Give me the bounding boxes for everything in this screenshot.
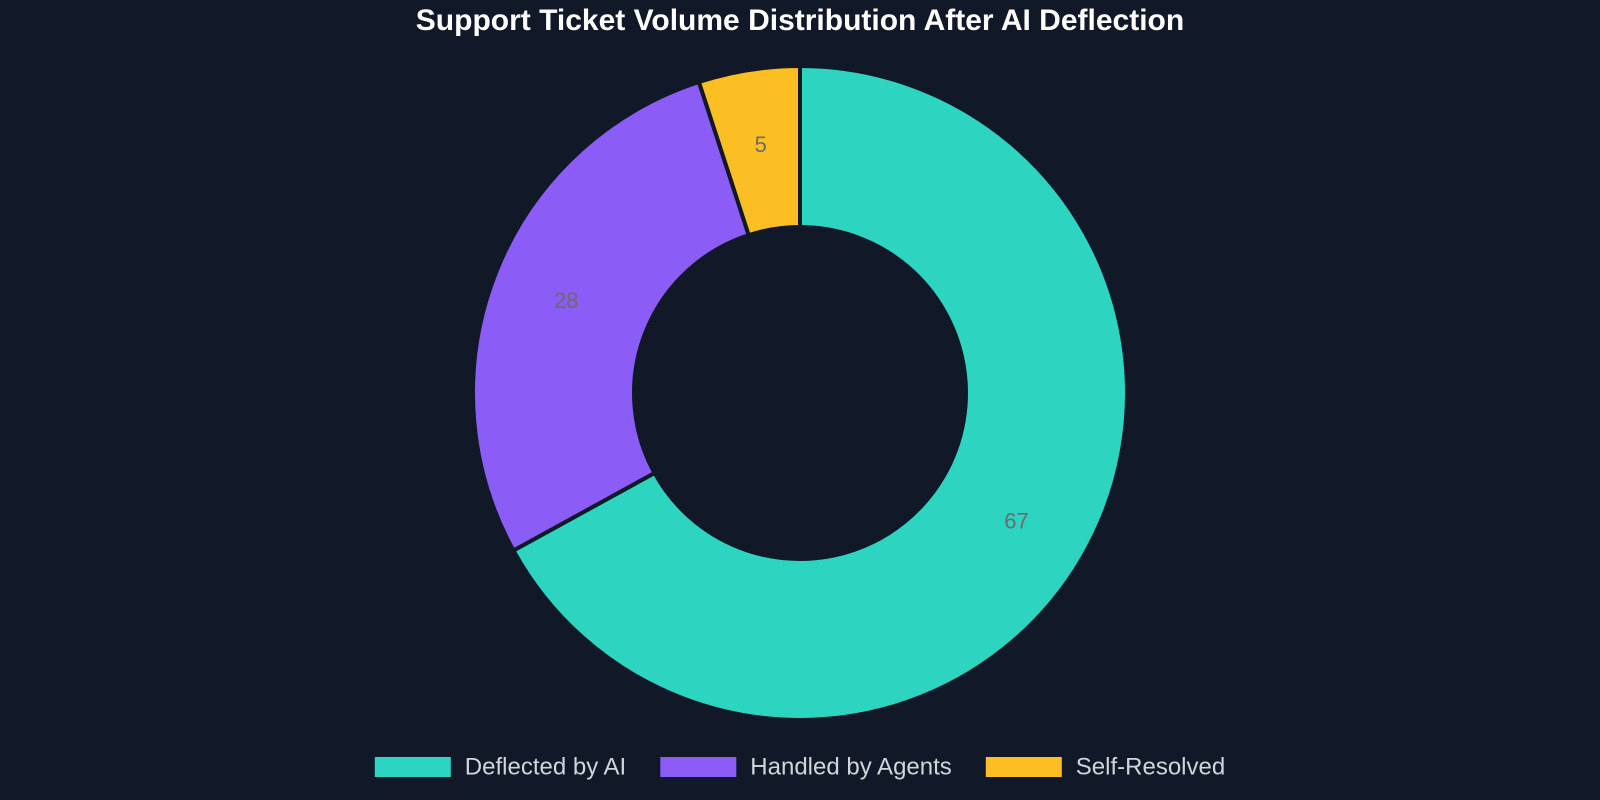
legend-label-handled-by-agents: Handled by Agents (750, 754, 951, 781)
slice-handled-by-agents (471, 79, 752, 554)
slice-deflected-by-ai (510, 63, 1129, 722)
data-label-deflected-by-ai: 67 (1004, 509, 1028, 534)
data-label-handled-by-agents: 28 (554, 288, 578, 313)
data-labels-group: 67 28 5 (554, 132, 1029, 533)
legend-item-self-resolved[interactable]: Self-Resolved (985, 754, 1225, 781)
legend-swatch-handled-by-agents (660, 757, 737, 777)
chart-title: Support Ticket Volume Distribution After… (416, 4, 1184, 37)
legend-swatch-deflected-by-ai (374, 757, 451, 777)
data-label-self-resolved: 5 (755, 132, 767, 157)
legend-item-deflected-by-ai[interactable]: Deflected by AI (374, 754, 626, 781)
legend: Deflected by AI Handled by Agents Self-Res… (374, 754, 1225, 781)
legend-item-handled-by-agents[interactable]: Handled by Agents (660, 754, 952, 781)
slice-self-resolved (696, 63, 802, 238)
legend-label-deflected-by-ai: Deflected by AI (465, 754, 626, 781)
legend-swatch-self-resolved (985, 757, 1062, 777)
legend-label-self-resolved: Self-Resolved (1076, 754, 1225, 781)
slices-group (471, 63, 1129, 722)
